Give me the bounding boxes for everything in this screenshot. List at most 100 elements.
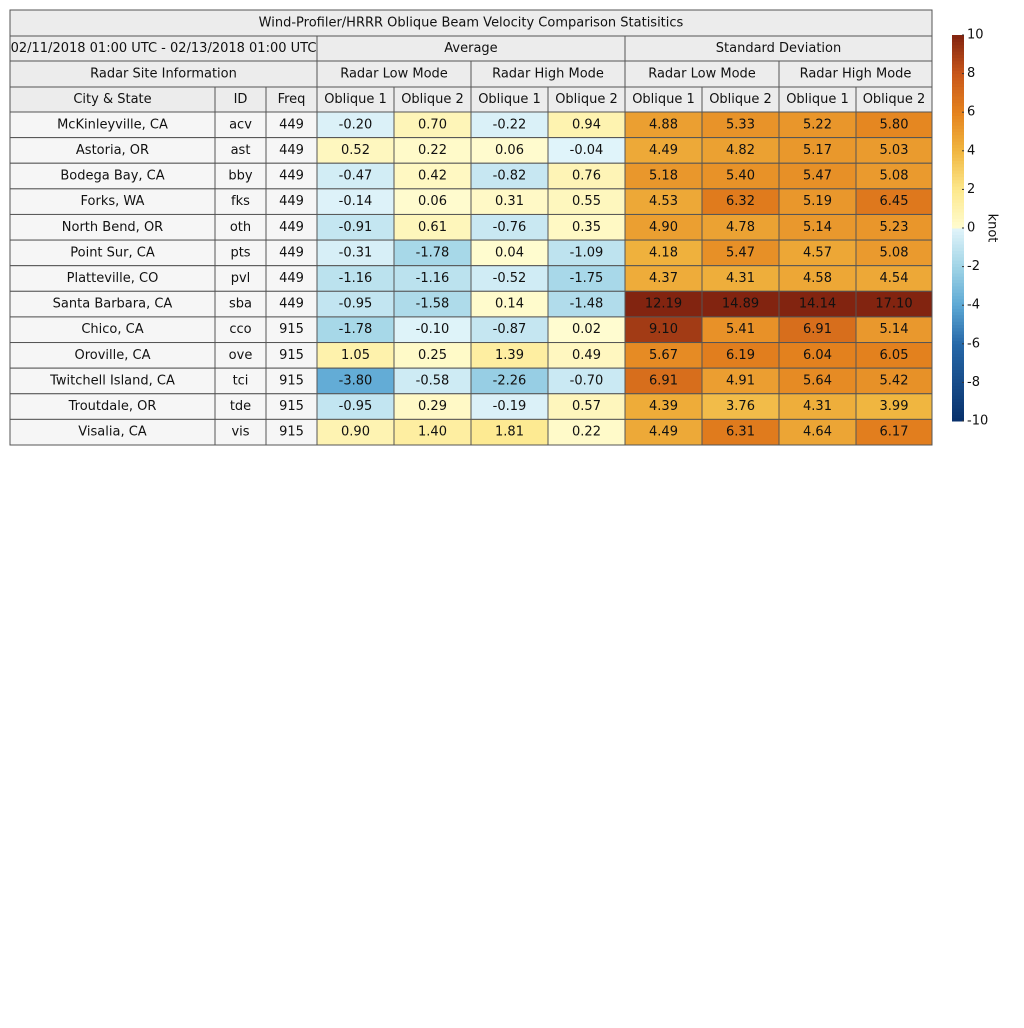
value-cell: 0.29 <box>418 399 447 414</box>
site-cell: Troutdale, OR <box>68 399 157 414</box>
value-cell-cell <box>701 111 780 139</box>
site-cell-cell <box>214 111 267 139</box>
site-cell-cell <box>214 265 267 292</box>
colorbar-band <box>952 324 964 329</box>
colorbar-band <box>952 372 964 377</box>
value-cell: 0.06 <box>495 143 524 158</box>
colorbar-band <box>952 163 964 168</box>
value-cell: -0.14 <box>339 194 373 209</box>
value-cell-cell <box>701 213 780 241</box>
site-cell: 449 <box>279 271 304 286</box>
colorbar-band <box>952 247 964 252</box>
value-cell-cell <box>855 213 933 241</box>
colorbar-band <box>952 89 964 94</box>
column-header: Oblique 1 <box>478 92 541 107</box>
colorbar-band <box>952 108 964 113</box>
colorbar-band <box>952 411 964 416</box>
value-cell: 4.91 <box>726 373 755 388</box>
colorbar-band <box>952 41 964 46</box>
value-cell: 5.80 <box>880 117 909 132</box>
colorbar-band <box>952 401 964 406</box>
value-cell: -2.26 <box>493 373 527 388</box>
mode-header-cell <box>316 60 472 88</box>
value-cell: 0.57 <box>572 399 601 414</box>
value-cell-cell <box>470 239 549 267</box>
site-cell: 915 <box>279 373 304 388</box>
site-cell: 449 <box>279 245 304 260</box>
value-cell-cell <box>316 393 395 420</box>
colorbar-band <box>952 414 964 419</box>
column-header-cell <box>547 86 626 113</box>
site-cell: Bodega Bay, CA <box>60 169 164 184</box>
colorbar-band <box>952 182 964 187</box>
column-header-cell <box>701 86 780 113</box>
colorbar-band <box>952 289 964 293</box>
value-cell: -0.91 <box>339 220 373 235</box>
value-cell: 14.89 <box>722 297 759 312</box>
site-cell: 915 <box>279 348 304 363</box>
value-cell-cell <box>470 290 549 318</box>
value-cell: -1.78 <box>416 245 450 260</box>
value-cell: -0.47 <box>339 169 373 184</box>
value-cell-cell <box>624 188 703 215</box>
colorbar-band <box>952 240 964 245</box>
value-cell: -0.19 <box>493 399 527 414</box>
value-cell: -1.78 <box>339 322 373 337</box>
value-cell-cell <box>778 213 857 241</box>
colorbar-band <box>952 327 964 332</box>
column-header: Oblique 1 <box>324 92 387 107</box>
colorbar-band <box>952 369 964 374</box>
value-cell: 0.25 <box>418 348 447 363</box>
colorbar-band <box>952 404 964 409</box>
value-cell: 6.05 <box>880 348 909 363</box>
site-cell-cell <box>214 213 267 241</box>
column-header-cell <box>9 86 216 113</box>
colorbar-band <box>952 250 964 255</box>
colorbar-tick-label: -4 <box>967 298 980 313</box>
value-cell: -0.76 <box>493 220 527 235</box>
value-cell: -0.82 <box>493 169 527 184</box>
table-title-cell <box>9 9 933 37</box>
value-cell: 0.02 <box>572 322 601 337</box>
colorbar-band <box>952 330 964 335</box>
colorbar-band <box>952 353 964 358</box>
colorbar-band <box>952 311 964 316</box>
value-cell-cell <box>624 393 703 420</box>
value-cell-cell <box>855 188 933 215</box>
value-cell: 6.91 <box>803 322 832 337</box>
colorbar-band <box>952 408 964 412</box>
colorbar-band <box>952 398 964 403</box>
colorbar-band <box>952 366 964 371</box>
colorbar-band <box>952 334 964 338</box>
colorbar-band <box>952 118 964 123</box>
column-header: Oblique 1 <box>786 92 849 107</box>
site-cell-cell <box>265 111 318 139</box>
colorbar-band <box>952 375 964 380</box>
site-cell-cell <box>265 162 318 190</box>
value-cell-cell <box>624 162 703 190</box>
colorbar-band <box>952 121 964 126</box>
value-cell-cell <box>393 265 472 292</box>
colorbar-band <box>952 260 964 264</box>
value-cell: 4.37 <box>649 271 678 286</box>
site-cell: 449 <box>279 297 304 312</box>
colorbar-band <box>952 96 964 100</box>
value-cell: 5.47 <box>803 169 832 184</box>
colorbar-band <box>952 234 964 239</box>
group-header-cell <box>624 35 933 62</box>
colorbar-band <box>952 73 964 78</box>
value-cell: 5.14 <box>803 220 832 235</box>
colorbar-tick-label: -6 <box>967 336 980 351</box>
value-cell-cell <box>855 316 933 344</box>
colorbar-band <box>952 83 964 87</box>
value-cell: 4.57 <box>803 245 832 260</box>
site-cell: bby <box>228 169 253 184</box>
value-cell: -0.10 <box>416 322 450 337</box>
value-cell: 14.14 <box>799 297 836 312</box>
column-header: ID <box>234 92 248 107</box>
colorbar-tick-label: -2 <box>967 259 980 274</box>
value-cell: 3.99 <box>880 399 909 414</box>
colorbar-band <box>952 343 964 348</box>
column-header: Freq <box>278 92 306 107</box>
value-cell: 5.64 <box>803 373 832 388</box>
